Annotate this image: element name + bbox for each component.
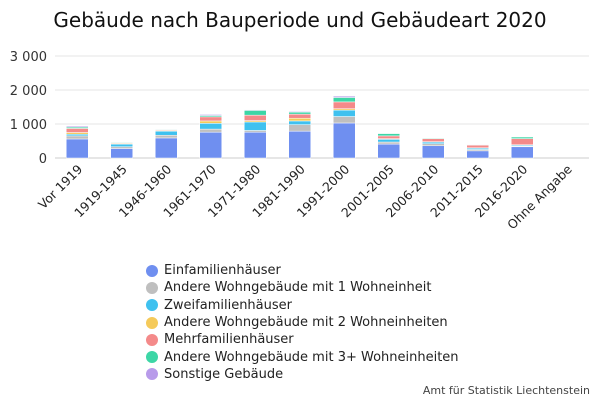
legend-label: Andere Wohngebäude mit 1 Wohneinheit xyxy=(164,280,432,296)
y-tick-label: 1 000 xyxy=(10,118,47,133)
bar-segment xyxy=(66,133,89,137)
bar-segment xyxy=(244,114,267,121)
bar-segment xyxy=(199,114,222,116)
bar-segment xyxy=(288,111,311,113)
bar-segment xyxy=(66,138,89,159)
legend-swatch xyxy=(146,316,158,329)
bar-segment xyxy=(199,131,222,159)
bar-segment xyxy=(377,141,400,145)
legend-item[interactable]: Sonstige Gebäude xyxy=(146,366,459,383)
bar-segment xyxy=(244,109,267,111)
legend-swatch xyxy=(146,351,158,364)
bar-segment xyxy=(288,120,311,125)
bar-segment xyxy=(66,128,89,133)
bar-segment xyxy=(110,146,133,149)
bar-segment xyxy=(466,144,489,149)
bar-segment xyxy=(333,116,356,124)
bar-segment xyxy=(199,116,222,122)
bar-segment xyxy=(511,146,534,159)
legend-swatch xyxy=(146,281,158,294)
bar-segment xyxy=(288,117,311,122)
bar-segment xyxy=(110,143,133,148)
bar-segment xyxy=(244,121,267,131)
bar-segment xyxy=(288,130,311,159)
chart-title: Gebäude nach Bauperiode und Gebäudeart 2… xyxy=(53,8,547,32)
bar-segment xyxy=(66,132,89,135)
bar-segment xyxy=(333,101,356,109)
legend-item[interactable]: Zweifamilienhäuser xyxy=(146,297,459,314)
legend-item[interactable]: Mehrfamilienhäuser xyxy=(146,331,459,348)
bar-segment xyxy=(199,128,222,133)
bar-segment xyxy=(333,109,356,117)
bar-segment xyxy=(288,111,311,115)
x-axis-ticks: Vor 19191919-19451946-19601961-19701971-… xyxy=(35,161,575,232)
bar-segment xyxy=(199,123,222,130)
legend-label: Andere Wohngebäude mit 3+ Wohneinheiten xyxy=(164,349,459,365)
bar-segment xyxy=(422,138,445,142)
legend-item[interactable]: Andere Wohngebäude mit 3+ Wohneinheiten xyxy=(146,348,459,365)
bar-segment xyxy=(155,130,178,136)
bar-segment xyxy=(244,131,267,159)
legend-swatch xyxy=(146,333,158,346)
legend-label: Andere Wohngebäude mit 2 Wohneinheiten xyxy=(164,315,448,331)
y-tick-label: 0 xyxy=(39,152,47,167)
legend-swatch xyxy=(146,264,158,277)
bar-segment xyxy=(422,145,445,159)
legend-label: Sonstige Gebäude xyxy=(164,366,284,382)
bar-segment xyxy=(333,95,356,98)
bar-segment xyxy=(511,136,534,139)
bar-segment xyxy=(333,97,356,103)
bar-segment xyxy=(244,110,267,116)
legend: Einfamilienhäuser Andere Wohngebäude mit … xyxy=(146,262,459,383)
bar-segment xyxy=(199,120,222,124)
legend-swatch xyxy=(146,368,158,381)
bar-segment xyxy=(422,143,445,147)
bar-segment xyxy=(422,141,445,144)
legend-label: Zweifamilienhäuser xyxy=(164,297,292,313)
bar-segment xyxy=(155,134,178,139)
bar-segment xyxy=(110,148,133,159)
grid-lines xyxy=(55,55,589,159)
bar-segment xyxy=(288,113,311,119)
bar-segment xyxy=(66,135,89,140)
legend-item[interactable]: Andere Wohngebäude mit 1 Wohneinheit xyxy=(146,279,459,296)
legend-label: Mehrfamilienhäuser xyxy=(164,332,294,348)
legend-swatch xyxy=(146,299,158,312)
bar-segment xyxy=(244,130,267,133)
bar-segment xyxy=(155,137,178,159)
source-credit: Amt für Statistik Liechtenstein xyxy=(422,384,590,397)
bar-segment xyxy=(288,124,311,132)
bar-segment xyxy=(377,133,400,137)
bar-segment xyxy=(377,135,400,139)
legend-item[interactable]: Andere Wohngebäude mit 2 Wohneinheiten xyxy=(146,314,459,331)
bar-segment xyxy=(333,122,356,159)
bar-segment xyxy=(66,125,89,128)
bars xyxy=(66,95,534,159)
legend-label: Einfamilienhäuser xyxy=(164,263,281,279)
bar-segment xyxy=(466,150,489,159)
y-tick-label: 2 000 xyxy=(10,84,47,99)
bar-segment xyxy=(511,138,534,145)
bar-segment xyxy=(377,139,400,143)
y-tick-label: 3 000 xyxy=(10,50,47,65)
legend-item[interactable]: Einfamilienhäuser xyxy=(146,262,459,279)
y-axis-ticks: 0 1 000 2 000 3 000 xyxy=(10,50,47,167)
bar-segment xyxy=(377,143,400,159)
